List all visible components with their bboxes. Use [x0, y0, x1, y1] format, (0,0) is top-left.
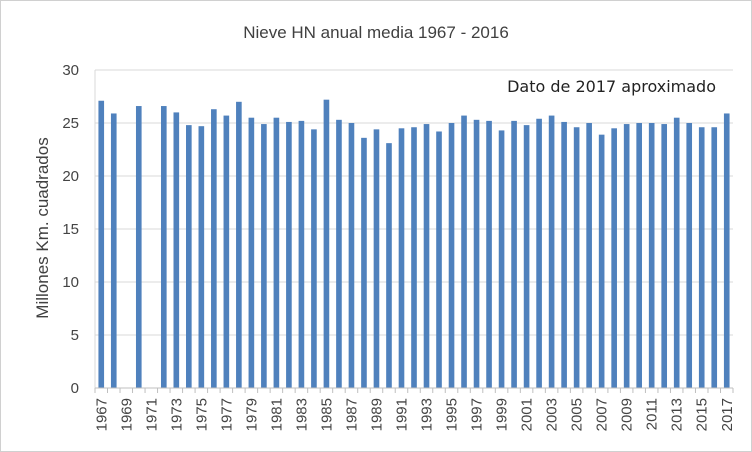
bar-1972	[160, 106, 167, 388]
bar-2014	[686, 123, 693, 388]
bar-1988	[361, 137, 367, 388]
y-tick-label: 25	[62, 115, 79, 132]
bar-1991	[398, 128, 405, 389]
y-tick-label: 15	[62, 221, 79, 238]
bar-2017	[723, 113, 730, 389]
y-axis-ticks: 0 5 10 15 20 25 30	[62, 62, 79, 397]
bar-1984	[311, 129, 317, 389]
bar-2006	[586, 123, 592, 388]
bar-1975	[198, 126, 205, 389]
x-tick-label: 1997	[469, 398, 486, 431]
bar-2011	[648, 123, 655, 388]
bar-2009	[623, 124, 630, 388]
x-tick-label: 2015	[694, 398, 711, 431]
x-tick-label: 2013	[669, 398, 686, 431]
bar-1968	[110, 113, 117, 389]
x-tick-label: 1979	[243, 398, 260, 431]
bar-1990	[386, 143, 392, 388]
x-tick-label: 1999	[494, 398, 511, 431]
y-tick-label: 10	[62, 274, 79, 291]
bar-2001	[523, 125, 530, 389]
y-tick-label: 0	[71, 380, 79, 397]
bar-1997	[473, 119, 480, 388]
chart-title: Nieve HN anual media 1967 - 2016	[243, 23, 509, 42]
bar-1970	[135, 106, 142, 388]
bar-2005	[573, 127, 580, 389]
bar-2008	[611, 128, 617, 389]
x-tick-label: 1985	[318, 398, 335, 431]
annotation-text: Dato de 2017 aproximado	[507, 77, 716, 96]
x-tick-label: 1989	[368, 398, 385, 431]
bar-2012	[661, 124, 668, 388]
bar-2007	[598, 134, 605, 388]
bar-2002	[536, 118, 542, 388]
bar-2010	[636, 123, 642, 388]
x-tick-label: 1971	[143, 398, 160, 431]
x-tick-label: 1981	[268, 398, 285, 431]
x-tick-label: 2005	[569, 398, 586, 431]
bar-1981	[273, 117, 280, 388]
bar-1982	[286, 121, 292, 388]
x-tick-label: 1975	[193, 398, 210, 431]
bar-1983	[298, 120, 305, 388]
x-tick-label: 1991	[393, 398, 410, 431]
bar-1967	[98, 100, 105, 389]
bar-1993	[423, 124, 430, 388]
bar-2000	[511, 120, 517, 388]
bar-1994	[436, 131, 442, 389]
bar-1999	[498, 130, 505, 389]
bar-1978	[236, 101, 242, 389]
bar-1977	[223, 115, 230, 388]
x-tick-label: 2011	[644, 398, 661, 430]
x-tick-label: 2001	[519, 398, 536, 431]
x-tick-label: 1977	[218, 398, 235, 431]
x-tick-label: 1987	[343, 398, 360, 431]
bar-1989	[373, 129, 380, 389]
y-tick-label: 20	[62, 168, 79, 185]
x-tick-label: 2009	[619, 398, 636, 431]
x-tick-label: 2017	[719, 398, 736, 431]
bar-1996	[461, 115, 467, 388]
y-tick-label: 30	[62, 62, 79, 79]
y-tick-label: 5	[71, 327, 79, 344]
bar-1985	[323, 99, 330, 389]
bar-1979	[248, 117, 255, 388]
bar-2003	[548, 115, 555, 388]
bar-1992	[411, 127, 417, 389]
bar-2015	[698, 127, 705, 389]
bar-1980	[261, 124, 267, 388]
bar-2004	[561, 121, 567, 388]
bar-2016	[711, 127, 718, 389]
x-tick-label: 1995	[444, 398, 461, 431]
bar-2013	[673, 117, 680, 388]
bar-1995	[448, 123, 455, 388]
x-tick-label: 1993	[419, 398, 436, 431]
bar-1998	[486, 120, 492, 388]
x-axis	[94, 387, 734, 393]
bar-1987	[348, 123, 355, 388]
x-tick-label: 1969	[118, 398, 135, 431]
bar-1973	[173, 112, 180, 389]
bar-1974	[186, 125, 192, 389]
x-tick-label: 2003	[544, 398, 561, 431]
bar-1986	[336, 119, 342, 388]
bars	[98, 99, 730, 389]
bar-1976	[211, 109, 217, 388]
x-axis-ticks: 1967 1969 1971 1973 1975 1977 1979 1981 1983 1985…	[93, 398, 736, 431]
x-tick-label: 2007	[594, 398, 611, 431]
x-tick-label: 1983	[293, 398, 310, 431]
x-tick-label: 1973	[168, 398, 185, 431]
x-tick-label: 1967	[93, 398, 110, 431]
y-axis-title: Millones Km. cuadrados	[33, 137, 52, 318]
